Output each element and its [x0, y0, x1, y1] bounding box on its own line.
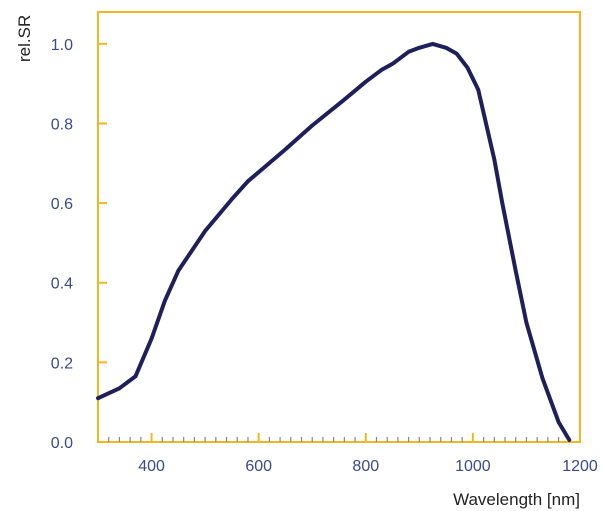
data-point — [431, 42, 435, 46]
x-tick-label: 1200 — [562, 458, 598, 475]
y-tick-label: 0.6 — [51, 196, 73, 213]
y-tick-label: 0.4 — [51, 276, 73, 293]
data-point — [444, 46, 448, 50]
minor-ticks — [108, 437, 570, 442]
data-point — [176, 269, 180, 273]
plot-frame — [97, 11, 581, 443]
y-tick-label: 0.8 — [51, 116, 73, 133]
major-ticks — [98, 42, 581, 443]
x-tick-label: 1000 — [455, 458, 491, 475]
data-point — [342, 98, 346, 102]
data-point — [417, 46, 421, 50]
x-tick-label: 800 — [352, 458, 379, 475]
x-tick-label: 600 — [245, 458, 272, 475]
data-point — [246, 179, 250, 183]
data-point — [567, 438, 571, 442]
data-point — [466, 66, 470, 70]
x-tick-label: 400 — [138, 458, 165, 475]
y-tick-label: 0.2 — [51, 355, 73, 372]
y-tick-label: 0.0 — [51, 435, 73, 452]
data-point — [203, 229, 207, 233]
data-point — [117, 386, 121, 390]
x-axis-title: Wavelength [nm] — [453, 490, 580, 509]
data-point — [455, 52, 459, 56]
data-point — [407, 50, 411, 54]
data-point — [500, 201, 504, 205]
data-point — [364, 80, 368, 84]
data-point — [150, 336, 154, 340]
data-point — [96, 396, 100, 400]
y-axis-title: rel.SR — [15, 15, 34, 62]
series-line — [96, 41, 572, 442]
data-point — [163, 299, 167, 303]
data-point — [541, 376, 545, 380]
data-point — [514, 269, 518, 273]
data-point — [310, 123, 314, 127]
x-tick-labels: 400 600 800 1000 1200 — [138, 458, 598, 475]
data-point — [283, 147, 287, 151]
data-points — [96, 42, 571, 442]
y-tick-labels: 0.0 0.2 0.4 0.6 0.8 1.0 — [51, 37, 73, 452]
data-point — [230, 197, 234, 201]
data-point — [557, 420, 561, 424]
data-point — [492, 157, 496, 161]
data-point — [476, 88, 480, 92]
data-point — [133, 374, 137, 378]
y-tick-label: 1.0 — [51, 37, 73, 54]
data-point — [380, 68, 384, 72]
data-point — [391, 62, 395, 66]
data-point — [524, 321, 528, 325]
